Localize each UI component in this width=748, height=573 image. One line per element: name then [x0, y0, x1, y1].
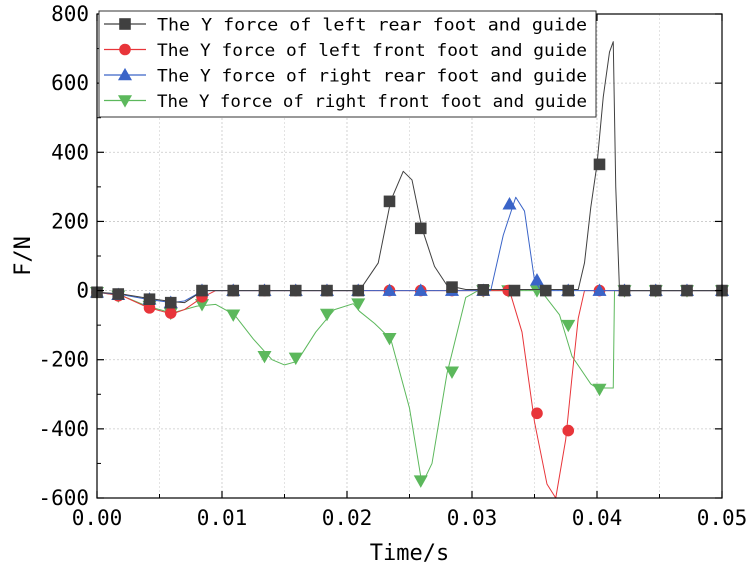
data-point [592, 383, 607, 397]
data-point [288, 352, 303, 366]
legend-marker [117, 95, 133, 108]
legend-marker [119, 43, 131, 56]
data-point [196, 284, 208, 297]
data-point [164, 307, 177, 319]
y-tick-label: -200 [38, 348, 89, 372]
x-tick-label: 0.00 [72, 506, 123, 530]
data-point [319, 308, 335, 322]
data-point [289, 284, 302, 297]
data-point [383, 195, 396, 208]
data-point [593, 158, 606, 171]
x-tick-label: 0.04 [572, 506, 623, 530]
data-point [257, 350, 272, 364]
x-tick-label: 0.03 [447, 506, 498, 530]
data-point [143, 293, 156, 306]
data-point [413, 283, 428, 296]
data-point [382, 332, 397, 346]
data-point [561, 319, 576, 333]
x-tick-label: 0.01 [197, 506, 248, 530]
data-point [477, 284, 490, 296]
legend: The Y force of left rear foot and guide T… [98, 10, 597, 118]
legend-marker [117, 67, 133, 81]
y-tick-label: 200 [51, 209, 89, 233]
data-point [618, 284, 631, 297]
data-point [502, 197, 517, 210]
data-point [649, 284, 662, 297]
data-point [508, 284, 521, 297]
data-point [531, 407, 543, 420]
data-point [164, 296, 177, 309]
y-tick-label: -600 [38, 486, 89, 510]
data-point [258, 284, 271, 297]
data-point [112, 288, 125, 300]
legend-marker [119, 18, 131, 30]
data-point [444, 366, 460, 379]
x-axis-label: Time/s [370, 541, 449, 566]
data-point [227, 284, 240, 297]
data-point [562, 284, 575, 297]
y-tick-label: 800 [51, 2, 89, 26]
legend-label: The Y force of right rear foot and guide [157, 67, 587, 87]
x-tick-label: 0.02 [322, 506, 373, 530]
y-tick-label: 400 [51, 140, 89, 164]
data-point [382, 283, 397, 296]
data-point [446, 281, 458, 293]
data-point [592, 283, 607, 296]
y-axis-label: F/N [11, 236, 36, 276]
data-point [321, 284, 333, 297]
legend-label: The Y force of left rear foot and guide [157, 16, 587, 36]
data-point [226, 309, 241, 322]
legend-entry: The Y force of right rear foot and guide [104, 67, 587, 87]
data-point [351, 298, 366, 311]
x-tick-label: 0.05 [697, 506, 748, 530]
legend-entry: The Y force of right front foot and guid… [104, 92, 587, 112]
legend-box [98, 10, 597, 118]
data-point [414, 222, 427, 235]
data-point [413, 475, 428, 488]
y-tick-label: 0 [76, 279, 89, 303]
y-tick-label: 600 [51, 71, 89, 95]
data-point [562, 424, 575, 437]
series-line [96, 41, 722, 304]
series-line [96, 290, 722, 485]
series-line [96, 290, 722, 499]
legend-label: The Y force of right front foot and guid… [157, 92, 587, 112]
data-point [681, 284, 693, 297]
y-tick-label: -400 [38, 417, 89, 441]
legend-entry: The Y force of left front foot and guide [104, 41, 587, 61]
data-point [529, 273, 545, 286]
data-point [539, 284, 552, 297]
data-point [352, 284, 365, 297]
legend-entry: The Y force of left rear foot and guide [104, 16, 587, 36]
legend-label: The Y force of left front foot and guide [157, 41, 587, 61]
